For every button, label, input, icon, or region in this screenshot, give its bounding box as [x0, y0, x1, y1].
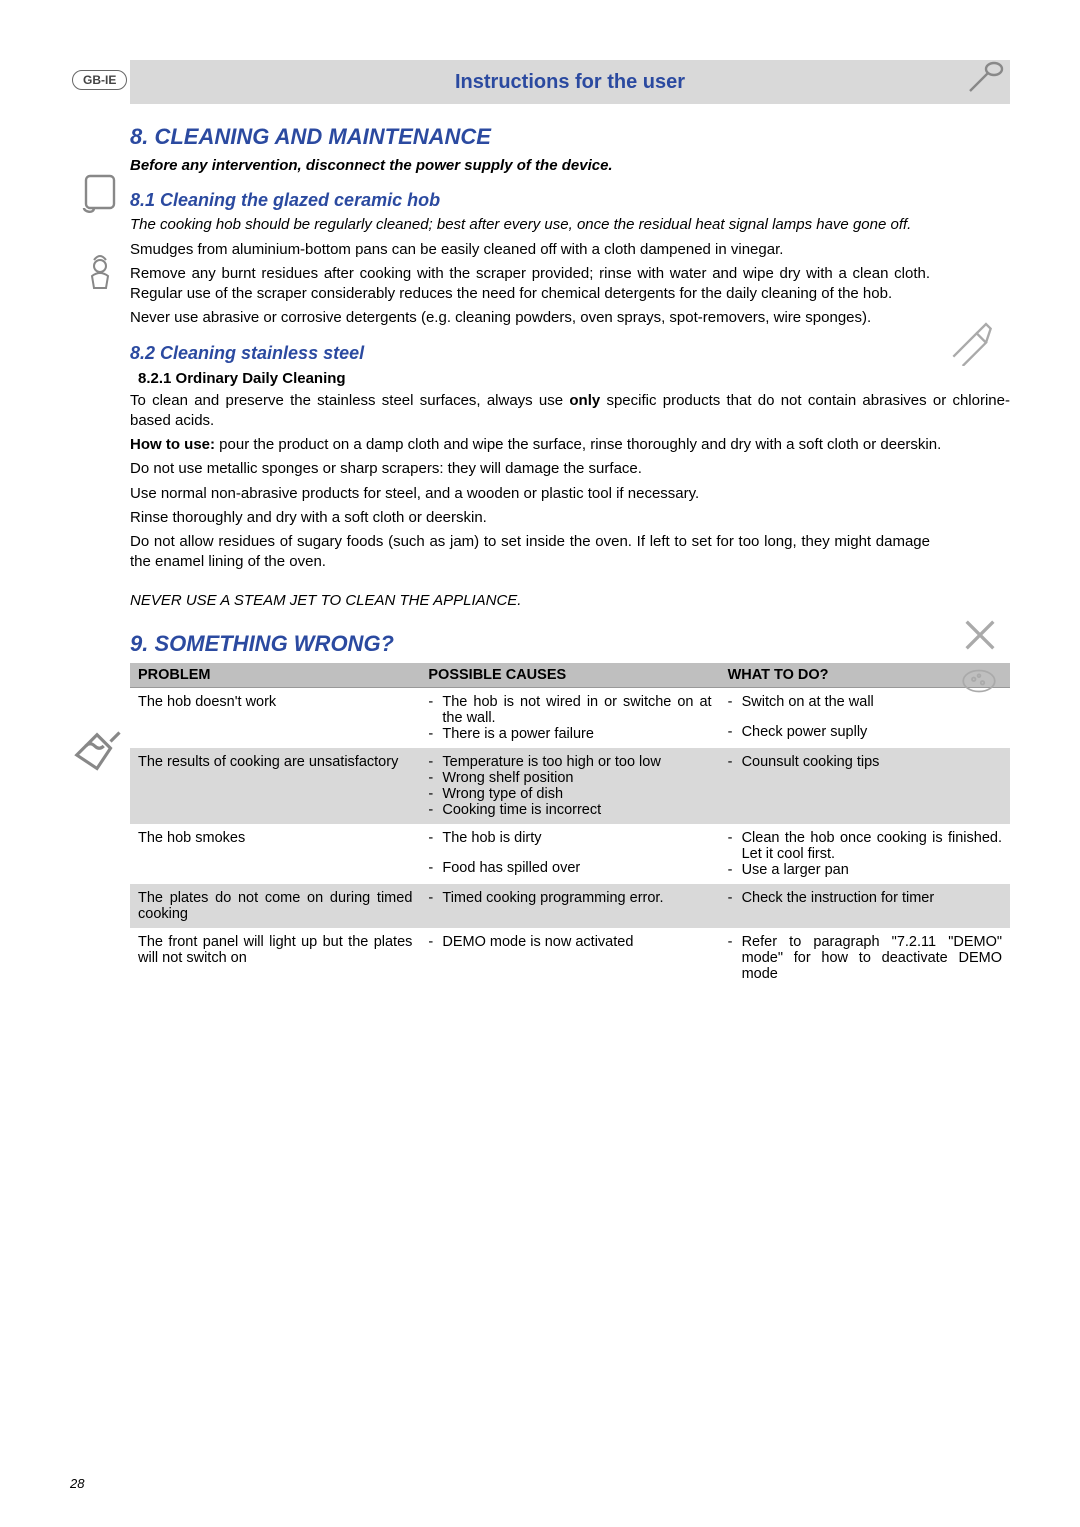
plug-icon	[76, 168, 124, 216]
cell-action: - Counsult cooking tips	[720, 748, 1010, 824]
section-8-2-title: 8.2 Cleaning stainless steel	[130, 343, 1010, 364]
spoon-icon	[960, 55, 1008, 103]
cell-problem: The hob doesn't work	[130, 687, 420, 748]
action-item: Use a larger pan	[742, 862, 1002, 878]
cell-action: - Refer to paragraph "7.2.11 "DEMO" mode…	[720, 928, 1010, 988]
cell-problem: The results of cooking are unsatisfactor…	[130, 748, 420, 824]
cell-causes: - Timed cooking programming error.	[420, 884, 719, 928]
no-steam-icon	[70, 728, 124, 782]
section-8-warning: Before any intervention, disconnect the …	[130, 156, 1010, 176]
page-number: 28	[70, 1476, 84, 1491]
th-causes: POSSIBLE CAUSES	[420, 663, 719, 688]
table-row: The hob smokes - The hob is dirty - Food…	[130, 824, 1010, 884]
text: pour the product on a damp cloth and wip…	[215, 436, 941, 453]
section-8-2-p4: Use normal non-abrasive products for ste…	[130, 484, 1010, 504]
section-8-2-p6: Do not allow residues of sugary foods (s…	[130, 532, 1010, 573]
section-8-2-p1: To clean and preserve the stainless stee…	[130, 391, 1010, 432]
text: To clean and preserve the stainless stee…	[130, 392, 569, 409]
only-word: only	[569, 392, 600, 409]
action-item: Counsult cooking tips	[742, 754, 1002, 770]
section-8-title: 8. CLEANING AND MAINTENANCE	[130, 124, 1010, 150]
table-header-row: PROBLEM POSSIBLE CAUSES WHAT TO DO?	[130, 663, 1010, 688]
cell-problem: The hob smokes	[130, 824, 420, 884]
action-item: Clean the hob once cooking is finished. …	[742, 830, 1002, 862]
steam-warning: NEVER USE A STEAM JET TO CLEAN THE APPLI…	[130, 591, 1010, 611]
page-header: Instructions for the user	[130, 60, 1010, 104]
cell-causes: - Temperature is too high or too low - W…	[420, 748, 719, 824]
section-8-1-p1: Smudges from aluminium-bottom pans can b…	[130, 240, 1010, 260]
cause-item: The hob is dirty	[442, 830, 711, 846]
section-8-2-p5: Rinse thoroughly and dry with a soft clo…	[130, 508, 1010, 528]
trouble-table: PROBLEM POSSIBLE CAUSES WHAT TO DO? The …	[130, 663, 1010, 988]
section-9-title: 9. SOMETHING WRONG?	[130, 631, 1010, 657]
cause-item: Cooking time is incorrect	[442, 802, 711, 818]
cause-item: Wrong type of dish	[442, 786, 711, 802]
cell-causes: - The hob is not wired in or switche on …	[420, 687, 719, 748]
cell-problem: The plates do not come on during timed c…	[130, 884, 420, 928]
section-8-1-p2: Remove any burnt residues after cooking …	[130, 264, 1010, 305]
action-item: Check power suplly	[742, 724, 1002, 740]
how-to-use-label: How to use:	[130, 436, 215, 453]
section-8-1-intro: The cooking hob should be regularly clea…	[130, 215, 1010, 235]
section-8-2-p3: Do not use metallic sponges or sharp scr…	[130, 459, 1010, 479]
table-row: The front panel will light up but the pl…	[130, 928, 1010, 988]
cause-item: Wrong shelf position	[442, 770, 711, 786]
cause-item: The hob is not wired in or switche on at…	[442, 694, 711, 726]
cross-icon	[960, 615, 1000, 655]
table-row: The hob doesn't work - The hob is not wi…	[130, 687, 1010, 748]
action-item: Check the instruction for timer	[742, 890, 1002, 906]
action-item: Refer to paragraph "7.2.11 "DEMO" mode" …	[742, 934, 1002, 982]
scraper-icon	[944, 310, 1000, 366]
sponge-icon	[958, 660, 1000, 702]
section-8-1-title: 8.1 Cleaning the glazed ceramic hob	[130, 190, 1010, 211]
cell-action: - Clean the hob once cooking is finished…	[720, 824, 1010, 884]
section-8-2-p2: How to use: pour the product on a damp c…	[130, 435, 1010, 455]
cell-causes: - DEMO mode is now activated	[420, 928, 719, 988]
cause-item: There is a power failure	[442, 726, 711, 742]
table-row: The plates do not come on during timed c…	[130, 884, 1010, 928]
region-badge: GB-IE	[72, 70, 127, 90]
cause-item: Timed cooking programming error.	[442, 890, 711, 906]
cause-item: DEMO mode is now activated	[442, 934, 711, 950]
cell-action: - Check the instruction for timer	[720, 884, 1010, 928]
section-8-1-p3: Never use abrasive or corrosive detergen…	[130, 308, 1010, 328]
cell-causes: - The hob is dirty - Food has spilled ov…	[420, 824, 719, 884]
cell-problem: The front panel will light up but the pl…	[130, 928, 420, 988]
th-problem: PROBLEM	[130, 663, 420, 688]
section-8-2-1-title: 8.2.1 Ordinary Daily Cleaning	[138, 370, 1010, 387]
table-row: The results of cooking are unsatisfactor…	[130, 748, 1010, 824]
cause-item: Food has spilled over	[442, 860, 711, 876]
page-header-title: Instructions for the user	[455, 71, 685, 94]
cause-item: Temperature is too high or too low	[442, 754, 711, 770]
chef-icon	[76, 248, 124, 296]
